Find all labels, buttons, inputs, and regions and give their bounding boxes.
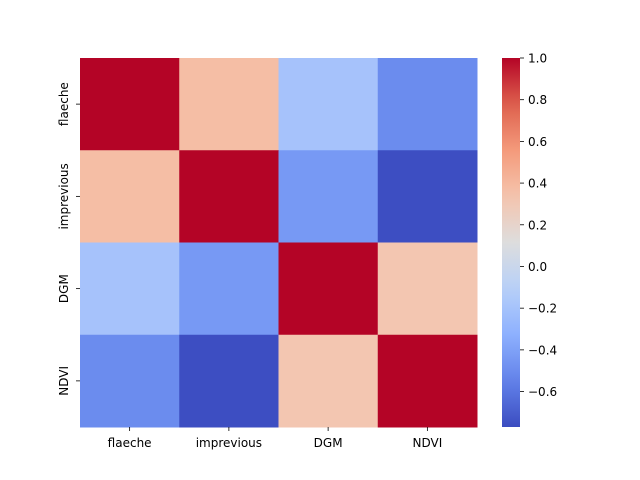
heatmap-cell — [80, 242, 180, 336]
heatmap-cell — [278, 150, 379, 243]
heatmap-cell — [377, 242, 478, 336]
x-tick-label: flaeche — [108, 436, 152, 450]
heatmap-cell — [377, 150, 478, 243]
heatmap-cell — [80, 58, 180, 151]
colorbar-tick-label: 0.6 — [528, 135, 547, 149]
y-tick-label: DGM — [57, 274, 71, 303]
x-axis: flaeche imprevious DGM NDVI — [108, 427, 442, 450]
heatmap-cell — [80, 150, 180, 243]
colorbar-tick-label: −0.6 — [528, 385, 557, 399]
colorbar: 1.0 0.8 0.6 0.4 0.2 0.0 −0.2 −0.4 −0.6 — [502, 52, 557, 427]
colorbar-tick-label: −0.4 — [528, 343, 557, 357]
colorbar-tick-label: 0.8 — [528, 93, 547, 107]
heatmap-cell — [179, 150, 279, 243]
colorbar-gradient — [502, 58, 520, 427]
colorbar-tick-label: −0.2 — [528, 302, 557, 316]
heatmap-cell — [377, 334, 478, 428]
heatmap-cell — [179, 58, 279, 151]
heatmap-cell — [278, 242, 379, 336]
colorbar-tick-label: 0.0 — [528, 260, 547, 274]
colorbar-tick-label: 0.2 — [528, 218, 547, 232]
heatmap-cell — [179, 242, 279, 336]
heatmap-cells — [80, 58, 478, 428]
heatmap-cell — [278, 334, 379, 428]
y-axis: flaeche imprevious DGM NDVI — [57, 82, 80, 396]
x-tick-label: DGM — [314, 436, 343, 450]
y-tick-label: imprevious — [57, 163, 71, 229]
x-tick-label: NDVI — [412, 436, 442, 450]
heatmap-cell — [179, 334, 279, 428]
heatmap-cell — [377, 58, 478, 151]
colorbar-tick-label: 1.0 — [528, 52, 547, 66]
y-tick-label: flaeche — [57, 82, 71, 126]
heatmap-cell — [278, 58, 379, 151]
heatmap-cell — [80, 334, 180, 428]
colorbar-tick-label: 0.4 — [528, 177, 547, 191]
y-tick-label: NDVI — [57, 366, 71, 396]
x-tick-label: imprevious — [196, 436, 262, 450]
